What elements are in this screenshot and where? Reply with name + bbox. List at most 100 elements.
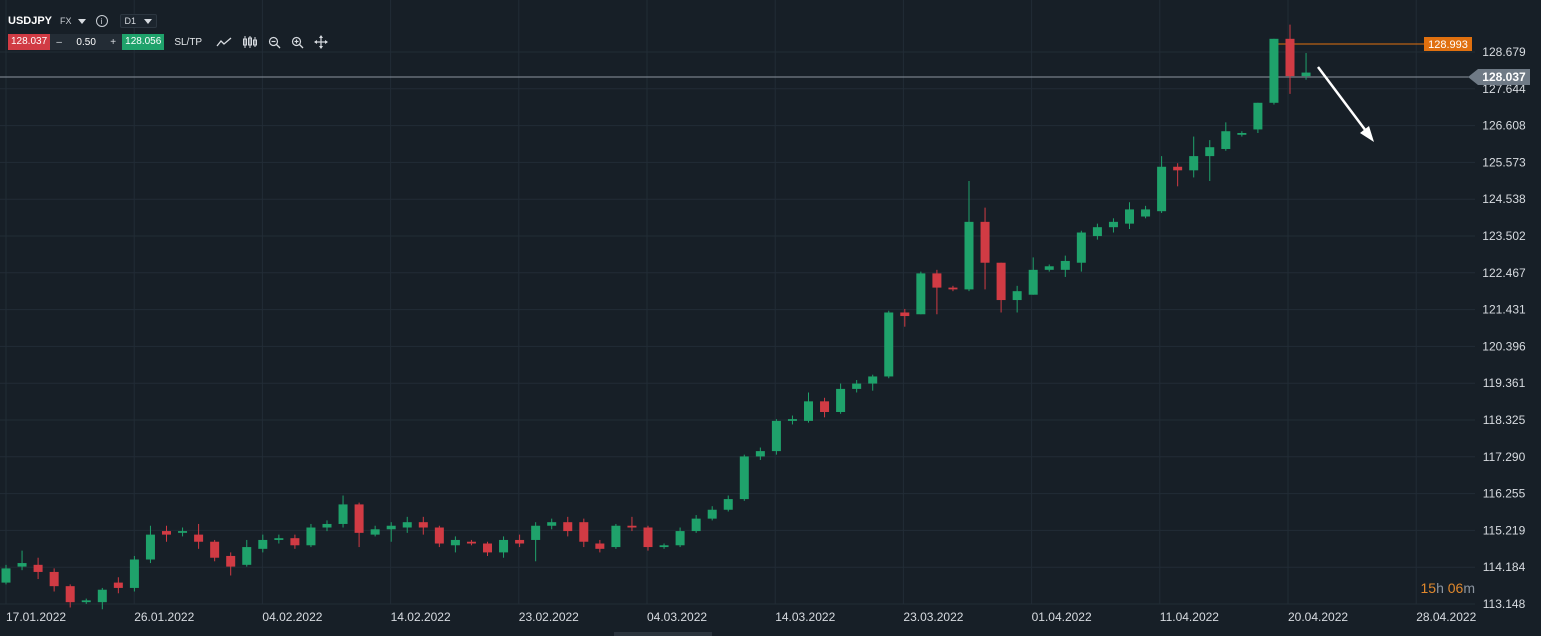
zoom-out-icon[interactable]	[268, 36, 281, 49]
y-tick-label: 125.573	[1482, 155, 1526, 169]
candle-body	[226, 555, 236, 567]
candle	[17, 550, 27, 571]
candle	[129, 555, 139, 592]
trend-arrow[interactable]	[1317, 66, 1374, 142]
candle-body	[1, 568, 11, 583]
candle	[97, 587, 107, 610]
candle-body	[996, 262, 1006, 301]
candle	[884, 310, 894, 379]
candle-body	[1301, 72, 1311, 77]
candle	[932, 269, 942, 315]
buy-button[interactable]: 128.056	[122, 34, 165, 50]
candle-body	[804, 401, 813, 421]
candle	[354, 502, 364, 548]
candle-body	[1221, 131, 1231, 149]
candle	[370, 525, 380, 537]
current-price-marker-text: 128.037	[1482, 70, 1526, 84]
candle-body	[65, 586, 75, 603]
y-tick-label: 117.290	[1483, 450, 1526, 464]
candle	[1092, 223, 1102, 240]
candle-body	[499, 539, 509, 553]
candle-countdown-timer: 15h 06m	[1420, 580, 1475, 596]
candle-body	[723, 499, 733, 510]
candle	[113, 577, 123, 594]
candle	[675, 527, 685, 548]
y-tick-label: 126.608	[1482, 119, 1526, 133]
candle-body	[900, 312, 910, 317]
candle	[787, 415, 797, 425]
candle	[210, 539, 220, 562]
candle-body	[739, 456, 749, 500]
high-price-marker-text: 128.993	[1428, 39, 1468, 51]
line-chart-icon[interactable]	[216, 36, 232, 48]
candle	[258, 534, 268, 553]
candle-body	[1125, 209, 1134, 224]
candle	[450, 536, 460, 553]
candle	[483, 541, 492, 556]
candle	[49, 568, 59, 592]
candle-body	[81, 600, 91, 603]
arrow-head	[1360, 126, 1374, 142]
candle	[1012, 285, 1022, 313]
candle-body	[1205, 147, 1215, 157]
candle-body	[531, 525, 541, 540]
candle	[1108, 218, 1118, 233]
lot-stepper[interactable]: – 0.50 +	[50, 34, 123, 50]
candle	[579, 518, 589, 548]
increase-button[interactable]: +	[110, 36, 117, 48]
lot-size-value[interactable]: 0.50	[76, 36, 96, 48]
candle	[1060, 255, 1070, 277]
candle-body	[1044, 266, 1054, 270]
candle-body	[675, 531, 685, 546]
candle-body	[178, 531, 188, 533]
candle-body	[691, 518, 701, 532]
candle-body	[17, 563, 27, 567]
zoom-in-icon[interactable]	[291, 36, 304, 49]
candle	[1285, 24, 1295, 94]
candle	[322, 520, 332, 532]
candle	[306, 523, 316, 548]
candle	[916, 271, 926, 315]
symbol-name[interactable]: USDJPY	[8, 15, 53, 27]
candle-body	[97, 589, 107, 603]
symbol-toolbar: USDJPY FX i D1	[8, 12, 158, 30]
candle	[145, 525, 155, 564]
y-tick-label: 124.538	[1482, 192, 1526, 206]
y-tick-label: 115.219	[1483, 523, 1526, 537]
decrease-button[interactable]: –	[56, 36, 62, 48]
candle	[739, 454, 749, 501]
candle-body	[322, 523, 332, 528]
timeframe-select[interactable]: D1	[119, 14, 158, 28]
candle	[65, 584, 75, 608]
timer-minutes-unit: m	[1463, 580, 1475, 596]
candle	[515, 534, 525, 548]
move-crosshair-icon[interactable]	[314, 35, 329, 49]
price-axis: 128.679 127.644 126.608 125.573 124.538 123.5…	[1482, 45, 1526, 611]
x-tick-label: 14.03.2022	[775, 610, 835, 624]
candle-body	[418, 522, 428, 528]
candle-body	[820, 401, 830, 413]
x-tick-label: 04.03.2022	[647, 610, 707, 624]
bottom-scrollbar[interactable]	[614, 632, 712, 636]
candle	[418, 516, 428, 535]
candle-body	[836, 388, 846, 413]
timer-hours: 15	[1420, 580, 1437, 596]
y-tick-label: 113.148	[1483, 597, 1526, 611]
y-tick-label: 114.184	[1483, 560, 1526, 574]
candle	[707, 506, 717, 521]
candle	[1221, 122, 1231, 151]
sltp-button[interactable]: SL/TP	[174, 36, 203, 48]
candle-body	[595, 543, 605, 549]
candlestick-chart-icon[interactable]	[242, 36, 258, 48]
candle-body	[466, 541, 476, 544]
candle-body	[659, 545, 669, 548]
candle	[1253, 102, 1263, 133]
info-icon[interactable]: i	[95, 15, 108, 27]
sell-button[interactable]: 128.037	[8, 34, 51, 50]
candle-body	[370, 529, 380, 535]
timer-hours-unit: h	[1436, 580, 1444, 596]
candle-body	[964, 221, 974, 290]
chevron-down-icon[interactable]	[77, 18, 86, 24]
